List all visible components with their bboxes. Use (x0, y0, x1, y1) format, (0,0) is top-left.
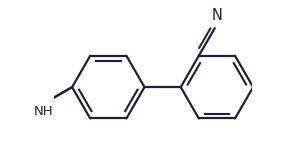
Text: NH: NH (33, 105, 53, 118)
Text: N: N (211, 7, 222, 22)
